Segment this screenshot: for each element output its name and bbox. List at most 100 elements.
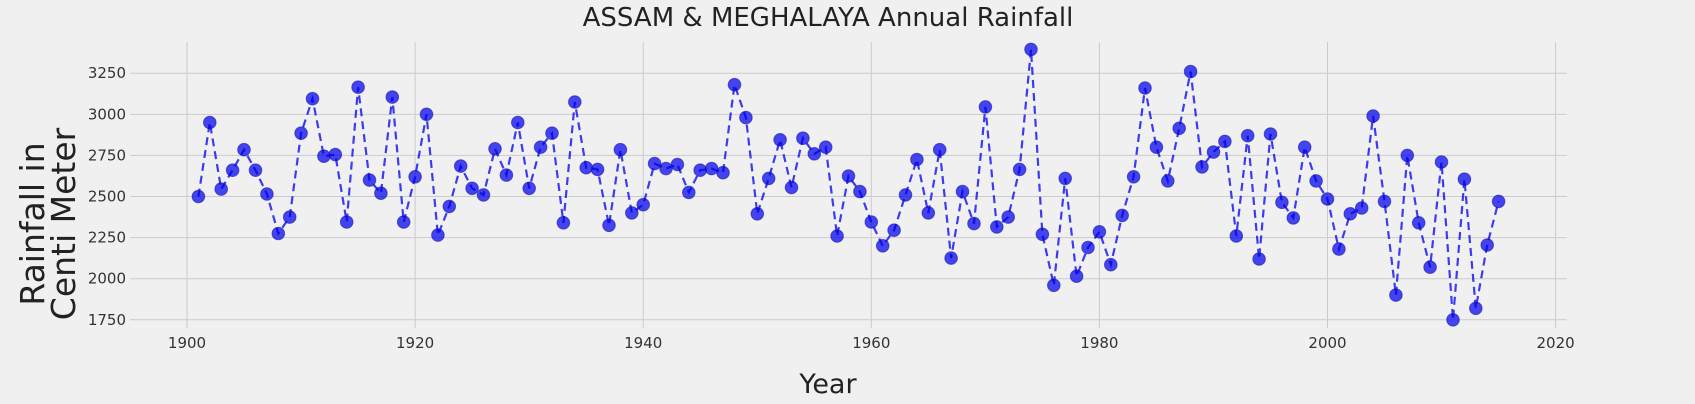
data-point bbox=[1206, 145, 1221, 159]
x-tick-label: 2020 bbox=[1537, 334, 1575, 352]
data-point bbox=[1434, 155, 1449, 169]
data-point bbox=[568, 95, 582, 109]
y-tick-label: 1750 bbox=[88, 311, 126, 329]
data-point bbox=[636, 197, 651, 212]
y-tick-label: 2250 bbox=[88, 229, 126, 247]
data-point bbox=[191, 189, 206, 204]
data-point bbox=[1252, 252, 1266, 266]
data-point bbox=[682, 185, 696, 200]
data-point bbox=[1035, 227, 1050, 242]
data-point bbox=[910, 152, 924, 167]
data-point bbox=[260, 187, 274, 201]
data-point bbox=[1161, 174, 1175, 188]
data-point bbox=[1309, 174, 1323, 188]
data-point bbox=[431, 228, 445, 242]
data-point bbox=[693, 163, 708, 177]
y-axis-label-line-1: Rainfall in bbox=[13, 142, 52, 305]
data-point bbox=[1218, 134, 1232, 149]
series-line bbox=[197, 49, 1500, 320]
data-point bbox=[1469, 301, 1483, 316]
y-axis-label-line-2: Centi Meter bbox=[44, 127, 83, 320]
data-point bbox=[864, 215, 879, 229]
data-point bbox=[499, 168, 514, 182]
data-point bbox=[1138, 81, 1152, 95]
data-point bbox=[796, 131, 810, 145]
data-point bbox=[921, 206, 936, 220]
data-point bbox=[408, 170, 422, 184]
data-point bbox=[784, 180, 799, 195]
data-point bbox=[351, 80, 365, 94]
x-axis-label: Year bbox=[798, 369, 857, 400]
data-point bbox=[1104, 257, 1118, 272]
data-point bbox=[1411, 216, 1426, 230]
data-point bbox=[750, 207, 765, 221]
data-point bbox=[1491, 194, 1506, 209]
data-point bbox=[818, 140, 833, 154]
data-point bbox=[727, 77, 742, 92]
data-point bbox=[1297, 140, 1312, 154]
y-tick-label: 2500 bbox=[88, 188, 126, 206]
data-point bbox=[1001, 210, 1016, 224]
data-point bbox=[511, 115, 525, 130]
x-tick-label: 1940 bbox=[624, 334, 662, 352]
data-point bbox=[1229, 229, 1244, 243]
data-point bbox=[237, 142, 251, 157]
data-point bbox=[385, 90, 400, 104]
y-tick-label: 3250 bbox=[88, 64, 126, 82]
data-point bbox=[419, 107, 434, 122]
data-point bbox=[579, 160, 594, 175]
data-point bbox=[203, 115, 217, 130]
data-point bbox=[225, 163, 240, 177]
x-tick-label: 2000 bbox=[1308, 334, 1346, 352]
data-point bbox=[887, 223, 901, 237]
data-point bbox=[1069, 269, 1084, 284]
data-point bbox=[453, 159, 468, 173]
data-point bbox=[990, 220, 1004, 234]
data-point bbox=[1354, 201, 1369, 215]
data-point bbox=[1058, 171, 1072, 186]
data-point bbox=[1115, 208, 1129, 223]
data-point bbox=[944, 251, 958, 265]
x-tick-label: 1980 bbox=[1080, 334, 1118, 352]
data-point bbox=[841, 169, 856, 183]
data-point bbox=[1092, 225, 1107, 239]
data-point bbox=[442, 199, 457, 214]
data-point bbox=[214, 182, 228, 196]
x-tick-label: 1960 bbox=[852, 334, 890, 352]
data-point bbox=[647, 156, 662, 171]
data-point bbox=[1047, 278, 1061, 293]
data-point bbox=[271, 226, 286, 241]
data-point bbox=[590, 162, 605, 177]
data-point bbox=[465, 181, 479, 196]
y-tick-label: 2000 bbox=[88, 270, 126, 288]
data-point bbox=[1320, 192, 1335, 206]
data-point bbox=[1332, 242, 1346, 256]
data-point bbox=[967, 216, 981, 231]
data-point bbox=[328, 147, 343, 162]
chart-title: ASSAM & MEGHALAYA Annual Rainfall bbox=[583, 3, 1074, 33]
data-point bbox=[282, 210, 297, 224]
data-point bbox=[716, 165, 730, 180]
data-point bbox=[1195, 160, 1209, 174]
x-tick-label: 1920 bbox=[396, 334, 434, 352]
data-point bbox=[533, 140, 548, 154]
data-point bbox=[476, 188, 491, 202]
data-point bbox=[1366, 109, 1380, 123]
data-point bbox=[1275, 195, 1289, 210]
axis-ticks: 1900 1920 1940 1960 1980 2000 2020 1750 2000 2250… bbox=[88, 64, 1575, 352]
data-point bbox=[659, 161, 673, 176]
data-point bbox=[294, 126, 308, 140]
data-point bbox=[1446, 313, 1460, 327]
data-point bbox=[522, 181, 537, 196]
data-point bbox=[955, 184, 970, 199]
data-point bbox=[830, 229, 844, 243]
data-point bbox=[773, 133, 787, 147]
data-point bbox=[978, 100, 993, 114]
data-point bbox=[1172, 121, 1186, 136]
data-point bbox=[305, 91, 320, 106]
data-point bbox=[339, 215, 354, 229]
data-point bbox=[932, 142, 947, 157]
data-point bbox=[1286, 211, 1301, 225]
data-point bbox=[853, 184, 867, 199]
data-point bbox=[1240, 128, 1255, 143]
